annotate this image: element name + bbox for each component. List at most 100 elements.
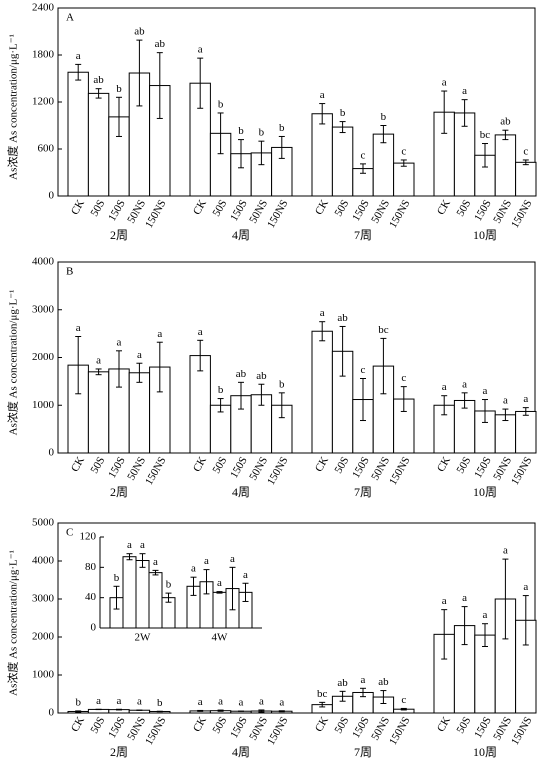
x-tick-label: 150NS <box>265 455 291 487</box>
error-bar <box>380 690 387 704</box>
error-bar <box>502 558 509 640</box>
group-label: 4周 <box>232 745 250 759</box>
error-bar <box>116 96 122 137</box>
significance-letter: a <box>198 44 203 56</box>
x-tick-label: 50S <box>210 455 229 476</box>
bar <box>122 556 137 629</box>
error-bar <box>441 90 448 134</box>
error-bar <box>113 585 120 610</box>
x-tick-label: CK <box>191 715 209 734</box>
significance-letter: a <box>462 85 467 97</box>
group-label: 10周 <box>473 485 497 499</box>
group-label: 4周 <box>232 485 250 499</box>
bar <box>515 161 537 197</box>
significance-letter: a <box>320 89 325 101</box>
y-axis-label: As浓度 As concentration/μg·L⁻¹ <box>6 290 20 436</box>
x-tick-label: 150NS <box>387 455 413 487</box>
significance-letter: a <box>217 577 222 589</box>
x-tick-label: 50S <box>210 198 229 219</box>
error-bar <box>461 99 468 127</box>
significance-letter: a <box>462 378 467 390</box>
x-tick-label: 150NS <box>143 198 169 230</box>
error-bar <box>203 569 210 595</box>
significance-letter: a <box>462 592 467 604</box>
significance-letter: a <box>191 563 196 575</box>
bar <box>372 133 395 197</box>
bar <box>148 572 163 629</box>
error-bar <box>197 709 204 712</box>
significance-letter: a <box>204 555 209 567</box>
error-bar <box>380 125 387 144</box>
inset-group-label: 4W <box>212 632 229 644</box>
significance-letter: ab <box>236 368 247 380</box>
x-tick-label: 150NS <box>265 198 291 230</box>
significance-letter: a <box>442 77 447 89</box>
error-bar <box>319 701 326 708</box>
error-bar <box>258 383 265 406</box>
error-bar <box>360 163 366 174</box>
significance-letter: ab <box>93 74 104 86</box>
error-bar <box>380 337 387 395</box>
error-bar <box>522 595 529 646</box>
error-bar <box>360 687 366 698</box>
error-bar <box>441 395 448 416</box>
x-tick-label: 50S <box>454 455 473 476</box>
significance-letter: b <box>166 579 172 591</box>
significance-letter: b <box>114 572 120 584</box>
group-label: 7周 <box>354 485 372 499</box>
error-bar <box>136 39 143 107</box>
significance-letter: a <box>361 674 366 686</box>
error-bar <box>482 399 488 423</box>
significance-letter: b <box>238 125 244 137</box>
significance-letter: a <box>483 385 488 397</box>
significance-letter: b <box>116 83 122 95</box>
significance-letter: b <box>279 122 285 134</box>
group-label: 2周 <box>110 745 128 759</box>
x-tick-label: 150NS <box>143 455 169 487</box>
x-tick-label: 150NS <box>509 198 535 230</box>
significance-letter: ab <box>155 38 166 50</box>
error-bar <box>75 63 82 81</box>
bar <box>393 162 415 197</box>
y-axis-label: As浓度 As concentration/μg·L⁻¹ <box>6 550 20 696</box>
significance-letter: a <box>127 539 132 551</box>
y-tick-label: 0 <box>49 447 55 459</box>
y-axis-label: As浓度 As concentration/μg·L⁻¹ <box>6 34 20 180</box>
x-tick-label: CK <box>313 715 331 734</box>
y-tick-label: 0 <box>49 707 55 719</box>
y-tick-label: 0 <box>49 190 55 202</box>
inset-y-tick-label: 80 <box>85 561 97 573</box>
significance-letter: ab <box>134 26 145 38</box>
bar <box>515 410 537 454</box>
x-tick-label: CK <box>69 455 87 474</box>
group-label: 4周 <box>232 228 250 242</box>
x-tick-label: 150NS <box>265 715 291 747</box>
error-bar <box>461 606 468 646</box>
x-tick-label: CK <box>435 455 453 474</box>
significance-letter: a <box>157 328 162 340</box>
significance-letter: a <box>243 569 248 581</box>
group-label: 10周 <box>473 745 497 759</box>
significance-letter: b <box>218 384 224 396</box>
significance-letter: a <box>442 595 447 607</box>
error-bar <box>165 592 172 603</box>
significance-letter: a <box>442 381 447 393</box>
significance-letter: c <box>401 372 406 384</box>
inset-y-tick-label: 0 <box>91 622 97 634</box>
significance-letter: a <box>523 393 528 405</box>
error-bar <box>339 121 346 134</box>
bar <box>135 560 150 629</box>
error-bar <box>217 709 224 712</box>
error-bar <box>339 325 346 377</box>
x-tick-label: CK <box>191 455 209 474</box>
x-tick-label: 150NS <box>143 715 169 747</box>
x-tick-label: CK <box>435 198 453 217</box>
y-tick-label: 4000 <box>32 256 55 268</box>
significance-letter: bc <box>317 688 328 700</box>
significance-letter: a <box>503 545 508 557</box>
x-tick-label: 150NS <box>387 715 413 747</box>
y-tick-label: 1800 <box>32 49 55 61</box>
significance-letter: a <box>117 336 122 348</box>
panel-label: C <box>66 527 73 539</box>
error-bar <box>278 710 285 713</box>
